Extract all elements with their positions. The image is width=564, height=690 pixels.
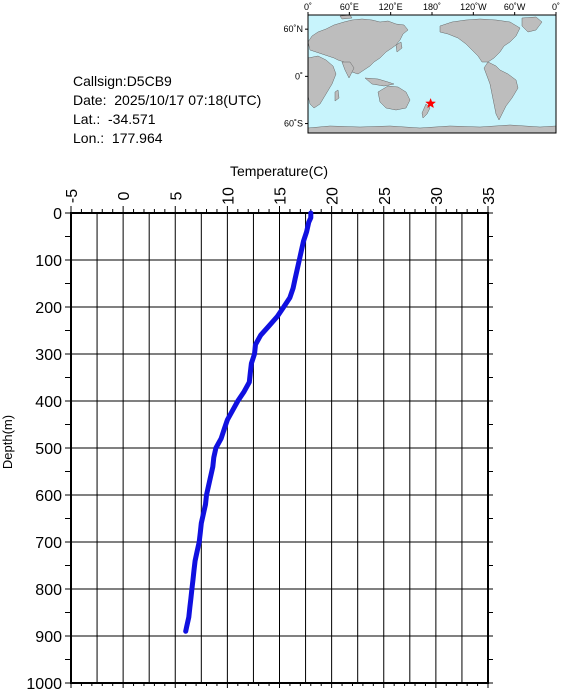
y-tick-label: 1000 [26, 676, 62, 690]
y-tick-label: 500 [35, 441, 62, 458]
y-tick-labels: 0 100 200 300 400 500 600 700 800 900 1000 [26, 206, 62, 690]
x-tick-label: 30 [429, 187, 446, 205]
map-longitude-label: 180˚ [423, 2, 441, 12]
plot-frame [70, 212, 489, 684]
y-axis-title: Depth(m) [0, 415, 15, 469]
temperature-depth-profile: -5 0 5 10 15 20 25 30 35 01002003004005006007008… [0, 163, 498, 690]
land-masses [307, 14, 557, 134]
eurasia-landmass [307, 18, 409, 75]
south-america-landmass [483, 61, 519, 121]
station-marker-star [425, 97, 437, 109]
india-landmass [341, 61, 355, 79]
australia-landmass [377, 85, 411, 111]
map-top-ticks: 0˚ 60˚E 120˚E 180˚ 120˚W 60˚W 0˚ [304, 2, 560, 15]
north-america-landmass [439, 18, 521, 63]
map-longitude-label: 120˚W [460, 2, 487, 12]
y-tick-label: 100 [35, 253, 62, 270]
y-tick-label: 0 [53, 206, 62, 223]
y-tick-label: 400 [35, 394, 62, 411]
africa-landmass [307, 55, 337, 109]
map-longitude-label: 60˚W [504, 2, 526, 12]
arctic-islands [339, 14, 353, 20]
y-tick-label: 700 [35, 535, 62, 552]
map-longitude-label: 0˚ [552, 2, 560, 12]
map-latitude-label: 60˚S [284, 119, 303, 129]
x-tick-labels: -5 0 5 10 15 20 25 30 35 [64, 187, 498, 205]
map-latitude-label: 60˚N [283, 24, 303, 34]
x-tick-label: 25 [377, 187, 394, 205]
map-longitude-label: 0˚ [304, 2, 312, 12]
y-tick-label: 800 [35, 582, 62, 599]
callsign-label: Callsign:D5CB9 [73, 73, 172, 89]
date-label: Date: 2025/10/17 07:18(UTC) [73, 92, 262, 108]
chart-grid [70, 212, 489, 684]
indonesia-islands [364, 77, 395, 87]
temperature-profile-line [183, 210, 314, 634]
x-tick-label: -5 [64, 189, 81, 203]
x-axis-title: Temperature(C) [230, 163, 328, 179]
x-tick-label: 5 [168, 191, 185, 200]
station-star-icon [425, 97, 437, 109]
x-tick-label: 20 [325, 187, 342, 205]
map-latitude-label: 0˚ [295, 71, 303, 81]
japan-islands [395, 41, 403, 53]
madagascar-landmass [334, 89, 340, 102]
map-left-ticks: 60˚N 0˚ 60˚S [283, 24, 308, 129]
map-longitude-label: 60˚E [340, 2, 359, 12]
x-tick-label: 15 [273, 187, 290, 205]
y-tick-label: 300 [35, 347, 62, 364]
map-longitude-label: 120˚E [379, 2, 403, 12]
y-tick-label: 200 [35, 300, 62, 317]
x-tick-label: 0 [116, 191, 133, 200]
greenland-landmass [521, 16, 543, 33]
x-tick-label: 10 [220, 187, 237, 205]
cast-info-block: Callsign:D5CB9 Date: 2025/10/17 07:18(UT… [73, 72, 261, 148]
latitude-label: Lat.: -34.571 [73, 111, 156, 127]
y-tick-label: 900 [35, 629, 62, 646]
world-map-inset: 0˚ 60˚E 120˚E 180˚ 120˚W 60˚W 0˚ 60˚N 0˚ 60˚S [283, 2, 560, 134]
longitude-label: Lon.: 177.964 [73, 130, 163, 146]
y-tick-label: 600 [35, 488, 62, 505]
x-tick-label: 35 [481, 187, 498, 205]
